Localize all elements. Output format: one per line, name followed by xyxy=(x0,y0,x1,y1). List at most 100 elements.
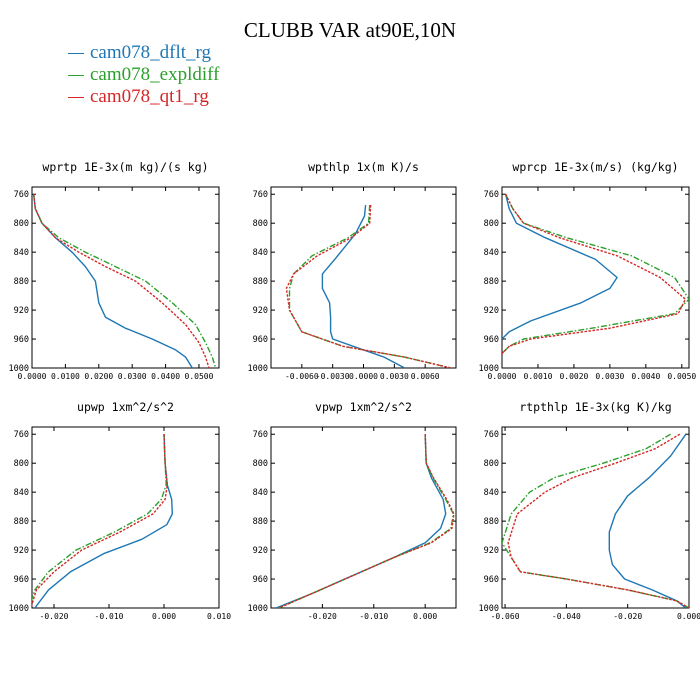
y-tick-label: 1000 xyxy=(9,604,29,614)
y-tick-label: 920 xyxy=(14,306,29,316)
series-group xyxy=(285,205,452,368)
series-line-cam078_qt1_rg xyxy=(278,434,455,608)
x-tick-label: 0.0060 xyxy=(411,372,440,381)
y-tick-label: 960 xyxy=(484,335,499,345)
x-tick-label: 0.0050 xyxy=(667,372,696,381)
series-line-cam078_dflt_rg xyxy=(608,433,687,608)
panel-frame xyxy=(31,426,220,609)
series-group xyxy=(502,433,689,608)
y-tick-label: 1000 xyxy=(479,364,499,374)
legend-swatch-expldiff xyxy=(68,75,84,77)
y-tick-label: 760 xyxy=(14,190,29,200)
series-line-cam078_dflt_rg xyxy=(34,434,174,608)
y-tick-label: 800 xyxy=(253,459,268,469)
x-tick-label: -0.060 xyxy=(491,612,520,621)
series-line-cam078_expldiff xyxy=(502,433,689,608)
y-tick-label: 760 xyxy=(253,430,268,440)
panel-4: upwp 1xm^2/s^2 760 800 840 880 920 960 1000 -0.0… xyxy=(9,400,232,621)
x-tick-label: 0.000 xyxy=(152,612,176,621)
y-tick-label: 960 xyxy=(484,575,499,585)
x-tick-label: 0.0300 xyxy=(118,372,147,381)
y-tick-label: 920 xyxy=(484,546,499,556)
y-tick-label: 920 xyxy=(253,306,268,316)
series-group xyxy=(502,193,689,354)
panel-title: wprtp 1E-3x(m kg)/(s kg) xyxy=(42,160,208,174)
y-tick-label: 960 xyxy=(14,575,29,585)
x-tick-label: 0.0020 xyxy=(559,372,588,381)
x-tick-label: 0.000 xyxy=(677,612,700,621)
x-tick-label: 0.0010 xyxy=(524,372,553,381)
panel-frame xyxy=(501,186,690,369)
x-tick-label: -0.010 xyxy=(359,612,388,621)
x-tick-label: -0.020 xyxy=(40,612,69,621)
panel-1: wprtp 1E-3x(m kg)/(s kg) 760 800 840 880 920 9… xyxy=(9,160,220,381)
y-tick-label: 1000 xyxy=(9,364,29,374)
series-line-cam078_expldiff xyxy=(288,205,452,368)
x-tick-label: 0.0100 xyxy=(51,372,80,381)
series-line-cam078_qt1_rg xyxy=(502,193,687,354)
y-tick-label: 920 xyxy=(484,306,499,316)
panel-5: vpwp 1xm^2/s^2 760 800 840 880 920 960 1000 -0.0… xyxy=(248,400,457,621)
x-tick-label: 0.0200 xyxy=(84,372,113,381)
x-tick-label: -0.020 xyxy=(613,612,642,621)
x-tick-label: 0.000 xyxy=(413,612,437,621)
legend-label-dflt: cam078_dflt_rg xyxy=(90,42,212,63)
panel-2: wpthlp 1x(m K)/s 760 800 840 880 920 960 1000 -0… xyxy=(248,160,457,381)
x-tick-label: -0.020 xyxy=(308,612,337,621)
series-line-cam078_qt1_rg xyxy=(32,434,169,607)
y-tick-label: 880 xyxy=(484,277,499,287)
series-line-cam078_dflt_rg xyxy=(321,205,405,368)
series-line-cam078_expldiff xyxy=(278,434,455,608)
page-title: CLUBB VAR at90E,10N xyxy=(243,18,457,42)
y-tick-label: 880 xyxy=(14,517,29,527)
panel-frame xyxy=(501,426,690,609)
y-tick-label: 880 xyxy=(14,277,29,287)
x-tick-label: -0.0060 xyxy=(285,372,319,381)
y-tick-label: 840 xyxy=(253,488,268,498)
legend-entry-expldiff: cam078_expldiff xyxy=(68,64,219,86)
panel-6: rtpthlp 1E-3x(kg K)/kg 760 800 840 880 920 960… xyxy=(479,400,700,621)
y-tick-label: 920 xyxy=(14,546,29,556)
y-tick-label: 800 xyxy=(253,219,268,229)
y-tick-label: 760 xyxy=(484,430,499,440)
y-tick-label: 760 xyxy=(253,190,268,200)
y-tick-label: 1000 xyxy=(248,604,268,614)
x-tick-label: 0.0000 xyxy=(18,372,47,381)
panel-frame xyxy=(31,186,220,369)
x-tick-label: 0.0040 xyxy=(631,372,660,381)
panel-3: wprcp 1E-3x(m/s) (kg/kg) 760 800 840 880 920 9… xyxy=(479,160,697,381)
panel-title: wprcp 1E-3x(m/s) (kg/kg) xyxy=(512,160,678,174)
y-tick-label: 960 xyxy=(14,335,29,345)
x-tick-label: 0.0400 xyxy=(151,372,180,381)
y-tick-label: 960 xyxy=(253,575,268,585)
series-line-cam078_dflt_rg xyxy=(502,194,618,340)
panel-title: wpthlp 1x(m K)/s xyxy=(308,160,419,174)
y-tick-label: 960 xyxy=(253,335,268,345)
legend: cam078_dflt_rg cam078_expldiff cam078_qt… xyxy=(68,42,219,108)
series-line-cam078_dflt_rg xyxy=(275,434,447,608)
legend-entry-dflt: cam078_dflt_rg xyxy=(68,42,219,64)
series-group xyxy=(32,434,174,608)
legend-swatch-dflt xyxy=(68,53,84,55)
panel-title: rtpthlp 1E-3x(kg K)/kg xyxy=(519,400,671,414)
series-group xyxy=(33,194,217,368)
legend-label-expldiff: cam078_expldiff xyxy=(90,64,220,85)
y-tick-label: 880 xyxy=(484,517,499,527)
y-tick-label: 760 xyxy=(14,430,29,440)
y-tick-label: 840 xyxy=(484,248,499,258)
x-tick-label: -0.010 xyxy=(95,612,124,621)
y-tick-label: 800 xyxy=(14,219,29,229)
y-tick-label: 760 xyxy=(484,190,499,200)
x-tick-label: 0.0030 xyxy=(595,372,624,381)
panel-frame xyxy=(270,186,457,369)
series-line-cam078_expldiff xyxy=(33,194,217,368)
y-tick-label: 840 xyxy=(253,248,268,258)
panel-frame xyxy=(270,426,457,609)
y-tick-label: 1000 xyxy=(479,604,499,614)
y-tick-label: 800 xyxy=(484,219,499,229)
series-line-cam078_qt1_rg xyxy=(285,205,452,368)
x-tick-label: 0.0030 xyxy=(380,372,409,381)
y-tick-label: 880 xyxy=(253,517,268,527)
y-tick-label: 1000 xyxy=(248,364,268,374)
